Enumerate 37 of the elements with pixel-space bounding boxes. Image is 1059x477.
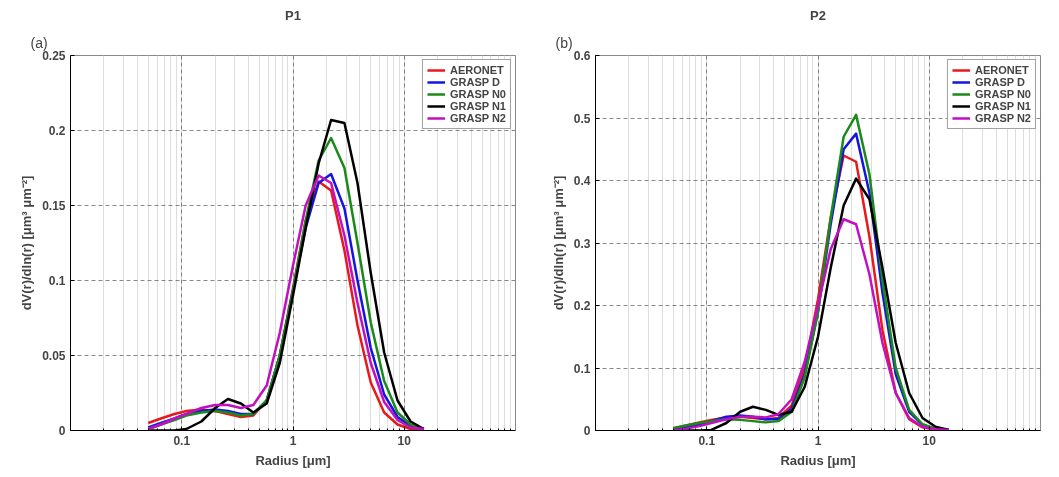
y-tick-label: 0 — [583, 424, 591, 438]
y-tick-label: 0.2 — [48, 124, 66, 138]
legend-label: GRASP N2 — [974, 112, 1031, 124]
legend-label: GRASP N0 — [974, 88, 1031, 100]
y-tick-label: 0.1 — [573, 361, 591, 376]
x-tick-label: 0.1 — [698, 433, 716, 448]
text: (a) — [30, 34, 48, 51]
y-tick-label: 0.3 — [573, 236, 591, 251]
y-tick-label: 0.05 — [42, 349, 66, 363]
legend-label: GRASP N0 — [449, 88, 506, 100]
text: (b) — [555, 34, 573, 51]
y-tick-label: 0 — [58, 424, 66, 438]
y-tick-label: 0.15 — [42, 199, 66, 213]
legend-label: AERONET — [974, 64, 1029, 76]
chart-title: P2 — [810, 7, 826, 23]
legend-label: GRASP N1 — [449, 100, 506, 112]
x-tick-label: 10 — [922, 433, 937, 448]
y-tick-label: 0.2 — [573, 299, 591, 313]
y-tick-label: 0.6 — [573, 49, 591, 63]
y-axis-title: dV(r)/dln(r) [μm³ μm⁻²] — [19, 175, 35, 311]
y-axis-title: dV(r)/dln(r) [μm³ μm⁻²] — [550, 175, 566, 311]
y-tick-label: 0.4 — [573, 174, 591, 188]
y-tick-label: 0.5 — [573, 111, 591, 126]
x-tick-label: 10 — [397, 433, 412, 448]
legend-label: GRASP N1 — [974, 100, 1031, 112]
x-axis-title: Radius [μm] — [255, 452, 331, 468]
x-tick-label: 1 — [289, 433, 297, 448]
chart-title: P1 — [285, 7, 301, 23]
legend-label: GRASP D — [974, 76, 1025, 88]
legend-label: GRASP D — [449, 76, 500, 88]
legend-label: AERONET — [449, 64, 504, 76]
y-tick-label: 0.25 — [42, 49, 66, 63]
legend-label: GRASP N2 — [449, 112, 506, 124]
x-tick-label: 0.1 — [173, 433, 191, 448]
x-axis-title: Radius [μm] — [780, 452, 856, 468]
y-tick-label: 0.1 — [48, 274, 66, 288]
x-tick-label: 1 — [814, 433, 822, 448]
